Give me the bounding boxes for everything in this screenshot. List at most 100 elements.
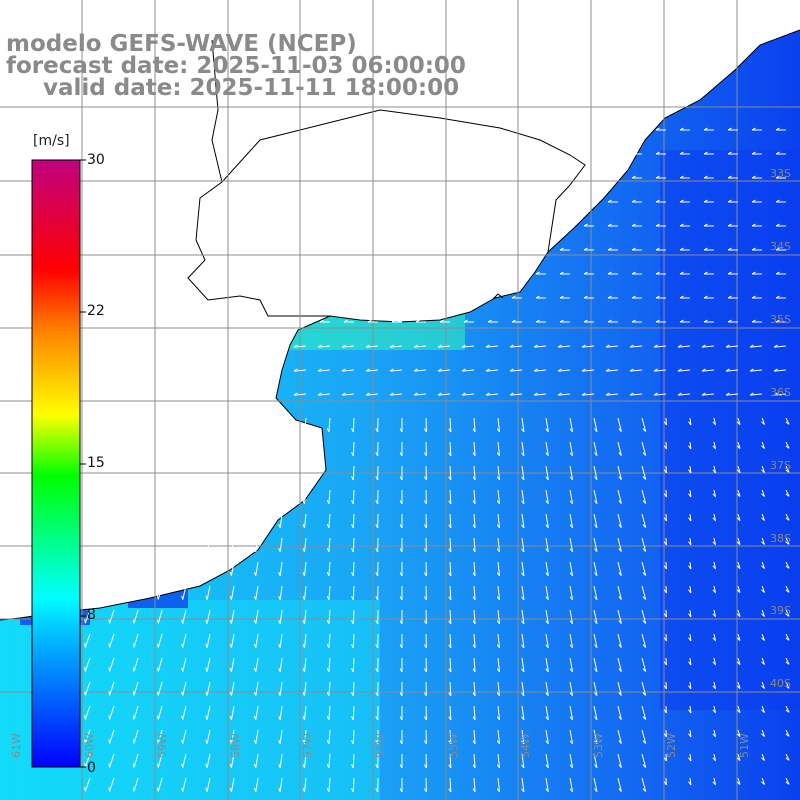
wind-arrow bbox=[449, 537, 452, 553]
wind-arrow-head bbox=[545, 668, 549, 673]
wind-arrow bbox=[761, 753, 766, 761]
wind-arrow-head bbox=[594, 524, 598, 529]
lon-label: 61W bbox=[10, 733, 23, 758]
wind-arrow-head bbox=[712, 445, 716, 450]
wind-arrow-head bbox=[351, 452, 354, 457]
wind-arrow bbox=[255, 633, 259, 648]
wind-arrow-head bbox=[399, 524, 403, 529]
wind-arrow-head bbox=[712, 661, 716, 666]
wind-arrow bbox=[521, 705, 525, 720]
wind-arrow bbox=[486, 369, 499, 372]
wind-arrow bbox=[279, 705, 283, 720]
wind-arrow bbox=[737, 465, 741, 473]
wind-arrow-head bbox=[594, 452, 598, 457]
wind-arrow-head bbox=[535, 295, 540, 299]
wind-arrow-head bbox=[472, 620, 476, 625]
wind-arrow bbox=[521, 537, 525, 552]
wind-arrow bbox=[230, 633, 235, 648]
wind-arrow bbox=[713, 681, 716, 689]
wind-arrow-head bbox=[761, 493, 765, 497]
lon-label: 51W bbox=[738, 733, 751, 758]
wind-arrow-head bbox=[448, 740, 452, 745]
wind-arrow bbox=[182, 561, 187, 576]
wind-arrow-head bbox=[761, 445, 765, 449]
wind-arrow-head bbox=[785, 637, 790, 641]
wind-arrow-head bbox=[775, 127, 780, 131]
wind-arrow-head bbox=[663, 445, 667, 450]
wind-arrow bbox=[785, 417, 790, 425]
wind-arrow-head bbox=[423, 692, 427, 697]
wind-arrow bbox=[761, 585, 766, 593]
wind-arrow bbox=[510, 369, 523, 372]
wind-arrow-head bbox=[181, 619, 184, 624]
wind-arrow-head bbox=[278, 763, 281, 769]
wind-arrow-head bbox=[521, 740, 525, 745]
wind-arrow-head bbox=[278, 691, 281, 697]
wind-arrow-head bbox=[132, 595, 135, 600]
wind-arrow bbox=[182, 681, 187, 696]
wind-arrow bbox=[318, 393, 331, 396]
wind-arrow-head bbox=[293, 392, 298, 396]
wind-arrow bbox=[569, 633, 574, 648]
wind-arrow bbox=[157, 705, 163, 720]
wind-arrow bbox=[390, 393, 403, 396]
wind-arrow-head bbox=[688, 541, 692, 546]
wind-arrow bbox=[206, 609, 211, 624]
wind-arrow bbox=[521, 513, 525, 528]
wind-arrow-head bbox=[618, 716, 622, 720]
wind-arrow bbox=[230, 705, 235, 720]
wind-arrow-head bbox=[712, 637, 716, 642]
wind-arrow-head bbox=[569, 500, 573, 505]
wind-arrow-head bbox=[496, 716, 500, 721]
wind-arrow bbox=[182, 777, 187, 792]
wind-arrow-head bbox=[351, 740, 354, 745]
wind-arrow bbox=[641, 729, 647, 744]
wind-arrow-head bbox=[521, 500, 525, 505]
wind-arrow-head bbox=[326, 716, 330, 721]
wind-arrow-head bbox=[688, 613, 692, 618]
wind-arrow-head bbox=[375, 716, 379, 721]
wind-arrow bbox=[352, 417, 355, 433]
wind-arrow-head bbox=[302, 620, 305, 625]
wind-arrow bbox=[521, 681, 525, 696]
wind-arrow bbox=[497, 441, 500, 456]
wind-arrow-head bbox=[688, 589, 692, 594]
wind-arrow-head bbox=[712, 781, 716, 786]
wind-arrow-head bbox=[254, 523, 257, 528]
wind-arrow-head bbox=[736, 781, 741, 786]
wind-arrow-head bbox=[448, 644, 452, 649]
wind-arrow-head bbox=[725, 344, 730, 348]
wind-arrow-head bbox=[701, 392, 706, 396]
wind-arrow-head bbox=[375, 428, 379, 433]
wind-arrow bbox=[230, 777, 235, 792]
wind-arrow-head bbox=[278, 643, 281, 649]
wind-arrow-head bbox=[545, 716, 549, 721]
wind-arrow-head bbox=[326, 428, 330, 433]
wind-arrow-head bbox=[703, 271, 708, 275]
wind-arrow bbox=[157, 609, 163, 624]
wind-arrow-head bbox=[569, 572, 573, 577]
wind-arrow bbox=[593, 465, 598, 480]
wind-arrow-head bbox=[254, 691, 257, 696]
wind-arrow-head bbox=[688, 781, 692, 786]
wind-arrow-head bbox=[545, 620, 549, 625]
wind-arrow-head bbox=[761, 421, 765, 425]
wind-arrow-head bbox=[594, 572, 598, 577]
ocean-deep-band bbox=[660, 150, 800, 710]
wind-arrow bbox=[328, 681, 331, 697]
wind-arrow bbox=[230, 657, 235, 672]
wind-arrow bbox=[689, 537, 692, 545]
wind-arrow-head bbox=[229, 571, 232, 576]
wind-arrow-head bbox=[761, 517, 765, 521]
wind-arrow-head bbox=[785, 661, 790, 665]
wind-arrow bbox=[255, 561, 259, 576]
wind-arrow bbox=[304, 417, 307, 432]
wind-arrow-head bbox=[679, 295, 684, 299]
lat-label: 39S bbox=[770, 604, 791, 617]
wind-arrow-head bbox=[485, 368, 490, 372]
wind-arrow-head bbox=[594, 476, 598, 481]
wind-arrow-head bbox=[761, 781, 765, 785]
wind-arrow-head bbox=[751, 175, 756, 179]
wind-arrow bbox=[713, 417, 716, 425]
wind-arrow-head bbox=[618, 524, 622, 528]
